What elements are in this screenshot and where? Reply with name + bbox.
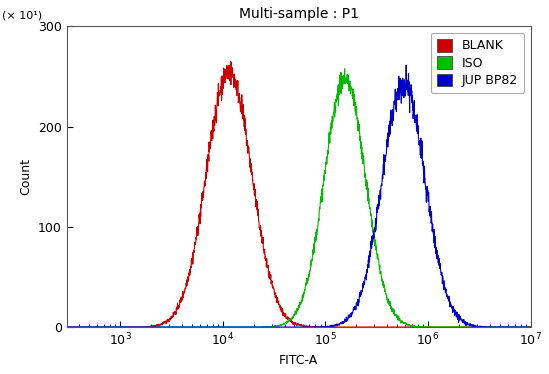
BLANK (64, 325, 70, 329)
ISO (514, 325, 520, 329)
BLANK (87, 325, 94, 329)
JUP BP82 (514, 325, 520, 329)
BLANK (429, 325, 436, 329)
BLANK (227, 59, 234, 64)
ISO (87, 325, 94, 329)
JUP BP82 (429, 229, 435, 234)
ISO (527, 325, 534, 329)
BLANK (514, 325, 521, 329)
JUP BP82 (527, 325, 534, 329)
ISO (64, 325, 70, 329)
JUP BP82 (63, 325, 70, 329)
JUP BP82 (403, 63, 410, 67)
BLANK (514, 325, 520, 329)
BLANK (527, 325, 534, 329)
ISO (63, 325, 70, 329)
ISO (429, 325, 436, 329)
BLANK (63, 325, 70, 329)
Text: (× 10¹): (× 10¹) (2, 10, 42, 20)
X-axis label: FITC-A: FITC-A (279, 354, 318, 367)
ISO (277, 323, 283, 327)
Y-axis label: Count: Count (19, 158, 32, 195)
JUP BP82 (514, 325, 520, 329)
JUP BP82 (289, 325, 295, 329)
Title: Multi-sample : P1: Multi-sample : P1 (239, 7, 358, 21)
Line: ISO: ISO (66, 69, 530, 327)
BLANK (277, 307, 284, 312)
ISO (289, 316, 296, 321)
JUP BP82 (277, 325, 283, 329)
Legend: BLANK, ISO, JUP BP82: BLANK, ISO, JUP BP82 (430, 33, 524, 94)
ISO (341, 67, 348, 71)
Line: BLANK: BLANK (66, 62, 530, 327)
Line: JUP BP82: JUP BP82 (66, 65, 530, 327)
BLANK (289, 321, 296, 325)
JUP BP82 (87, 325, 93, 329)
ISO (514, 325, 521, 329)
